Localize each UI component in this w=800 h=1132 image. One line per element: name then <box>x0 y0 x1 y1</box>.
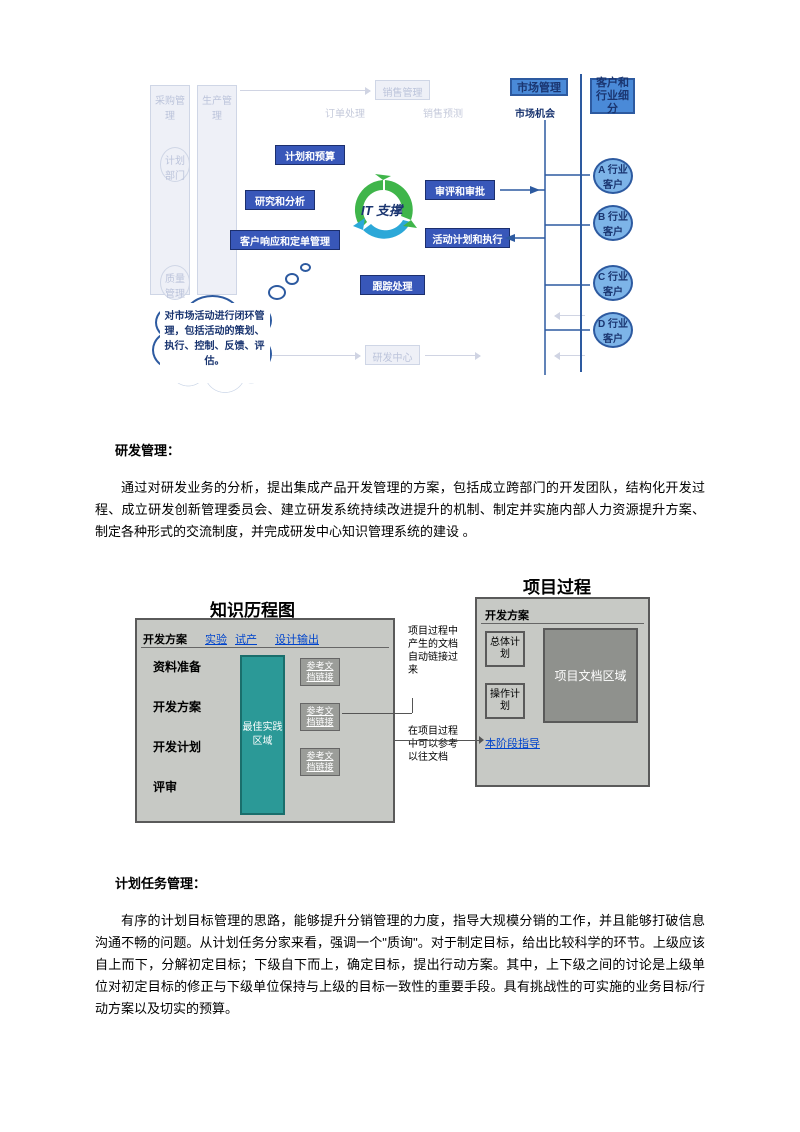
li-1: 资料准备 <box>153 658 201 675</box>
faint-arrow <box>240 90 370 91</box>
market-opp-label: 市场机会 <box>515 105 555 120</box>
faint-order-proc: 订单处理 <box>325 105 365 120</box>
box-research: 研究和分析 <box>245 190 315 210</box>
header-customer-seg: 客户和行业细分 <box>590 78 635 114</box>
project-doc-area: 项目文档区域 <box>543 628 638 723</box>
li-4: 评审 <box>153 778 177 795</box>
conn1 <box>342 713 412 714</box>
sub-op: 操作计划 <box>485 683 525 719</box>
faded-purchase: 采购管理 <box>150 85 190 295</box>
note-2: 在项目过程中可以参考以往文档 <box>408 725 463 764</box>
mini-link-2[interactable]: 参考文档链接 <box>300 703 340 731</box>
cloud-container: 对市场活动进行闭环管理，包括活动的策划、执行、控制、反馈、评估。 <box>150 295 295 395</box>
header-market-mgmt: 市场管理 <box>510 78 568 96</box>
faded-plan-dept: 计划部门 <box>160 147 190 182</box>
plan-mgmt-title: 计划任务管理： <box>115 873 705 892</box>
teal-best-practice: 最佳实践区域 <box>240 655 285 815</box>
oval-b: B 行业客户 <box>593 205 633 241</box>
mini-link-1[interactable]: 参考文档链接 <box>300 658 340 686</box>
mini-link-3[interactable]: 参考文档链接 <box>300 748 340 776</box>
oval-c: C 行业客户 <box>593 265 633 301</box>
it-center-label: IT 支撑 <box>361 200 402 219</box>
conn1v <box>412 698 413 713</box>
tab-exp[interactable]: 实验 <box>205 631 227 647</box>
plan-mgmt-para: 有序的计划目标管理的思路，能够提升分销管理的力度，指导大规模分销的工作，并且能够… <box>95 910 705 1020</box>
note-1: 项目过程中产生的文档自动链接过来 <box>408 625 463 677</box>
tab-design[interactable]: 设计输出 <box>275 631 319 647</box>
box-plan-budget: 计划和预算 <box>275 145 345 165</box>
right-underline <box>481 623 644 624</box>
right-connectors <box>485 120 595 380</box>
tab-trial[interactable]: 试产 <box>235 631 257 647</box>
box-tracking: 跟踪处理 <box>360 275 425 295</box>
faint-arrow <box>425 355 480 356</box>
oval-a: A 行业客户 <box>593 158 633 194</box>
oval-d: D 行业客户 <box>593 312 633 348</box>
tab-underline <box>141 647 389 648</box>
phase-guide-link[interactable]: 本阶段指导 <box>485 735 540 751</box>
sub-total: 总体计划 <box>485 631 525 667</box>
d2-title-right: 项目过程 <box>523 573 591 598</box>
market-it-diagram: 采购管理 生产管理 计划部门 质量管理 销售管理 研发中心 订单处理 销售预测 … <box>145 70 655 410</box>
li-3: 开发计划 <box>153 738 201 755</box>
faded-sales-mgmt: 销售管理 <box>375 80 430 100</box>
rd-mgmt-title: 研发管理： <box>115 440 705 459</box>
tab-dev: 开发方案 <box>143 631 187 647</box>
knowledge-journey-diagram: 知识历程图 项目过程 开发方案 实验 试产 设计输出 资料准备 开发方案 开发计… <box>135 573 655 843</box>
conn2 <box>395 740 482 741</box>
rd-mgmt-para: 通过对研发业务的分析，提出集成产品开发管理的方案，包括成立跨部门的开发团队，结构… <box>95 477 705 543</box>
li-2: 开发方案 <box>153 698 201 715</box>
cloud-text: 对市场活动进行闭环管理，包括活动的策划、执行、控制、反馈、评估。 <box>162 309 267 399</box>
right-tab: 开发方案 <box>485 607 529 623</box>
faint-sales-forecast: 销售预测 <box>423 105 463 120</box>
box-cust-resp: 客户响应和定单管理 <box>230 230 340 250</box>
arrow-right <box>479 736 484 744</box>
faded-production: 生产管理 <box>197 85 237 295</box>
faded-rd-center: 研发中心 <box>365 345 420 365</box>
